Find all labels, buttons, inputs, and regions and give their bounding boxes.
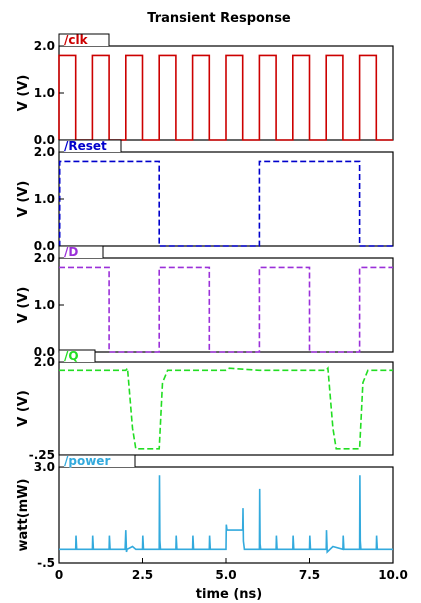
x-tick-label: 10.0 <box>378 568 408 582</box>
trace-d <box>59 266 393 353</box>
y-tick-label-d: 1.0 <box>34 298 55 312</box>
legend-tab-clk <box>58 33 110 46</box>
legend-label-d: /D <box>64 245 78 259</box>
y-axis-label-q: V (V) <box>16 390 31 427</box>
y-tick-label-d: 0.0 <box>34 345 55 359</box>
legend-tab-reset <box>58 139 122 152</box>
y-tick-label-clk: 1.0 <box>34 86 55 100</box>
legend-label-reset: /Reset <box>64 139 107 153</box>
panel-frame-q <box>58 361 394 456</box>
x-tick-label: 0 <box>55 568 63 582</box>
y-tick-label-q: 2.0 <box>34 355 55 369</box>
trace-reset <box>58 160 393 247</box>
y-tick-label-reset: 2.0 <box>34 145 55 159</box>
y-tick-label-clk: 0.0 <box>34 133 55 147</box>
y-tick-label-d: 2.0 <box>34 251 55 265</box>
legend-label-q: /Q <box>64 349 79 363</box>
x-tick-label: 2.5 <box>132 568 153 582</box>
legend-label-clk: /clk <box>64 33 89 47</box>
y-axis-label-clk: V (V) <box>16 75 31 112</box>
trace-q <box>59 366 393 450</box>
x-axis-label: time (ns) <box>196 587 262 602</box>
x-tick-label: 5.0 <box>215 568 236 582</box>
trace-power <box>59 475 393 554</box>
y-tick-label-q: -.25 <box>29 448 55 462</box>
chart-title: Transient Response <box>147 11 291 26</box>
y-axis-label-d: V (V) <box>16 287 31 324</box>
legend-label-power: /power <box>64 454 110 468</box>
trace-clk <box>58 54 393 141</box>
y-tick-label-reset: 1.0 <box>34 192 55 206</box>
legend-tab-power <box>58 454 136 467</box>
y-tick-label-clk: 2.0 <box>34 39 55 53</box>
y-axis-label-power: watt(mW) <box>16 479 31 552</box>
panel-frame-reset <box>58 151 394 247</box>
legend-tab-d <box>58 245 104 258</box>
y-axis-label-reset: V (V) <box>16 181 31 218</box>
legend-tab-q <box>58 349 96 362</box>
x-tick-label: 7.5 <box>299 568 320 582</box>
y-tick-label-power: -.5 <box>37 556 55 570</box>
y-tick-label-reset: 0.0 <box>34 239 55 253</box>
y-tick-label-power: 3.0 <box>34 460 55 474</box>
